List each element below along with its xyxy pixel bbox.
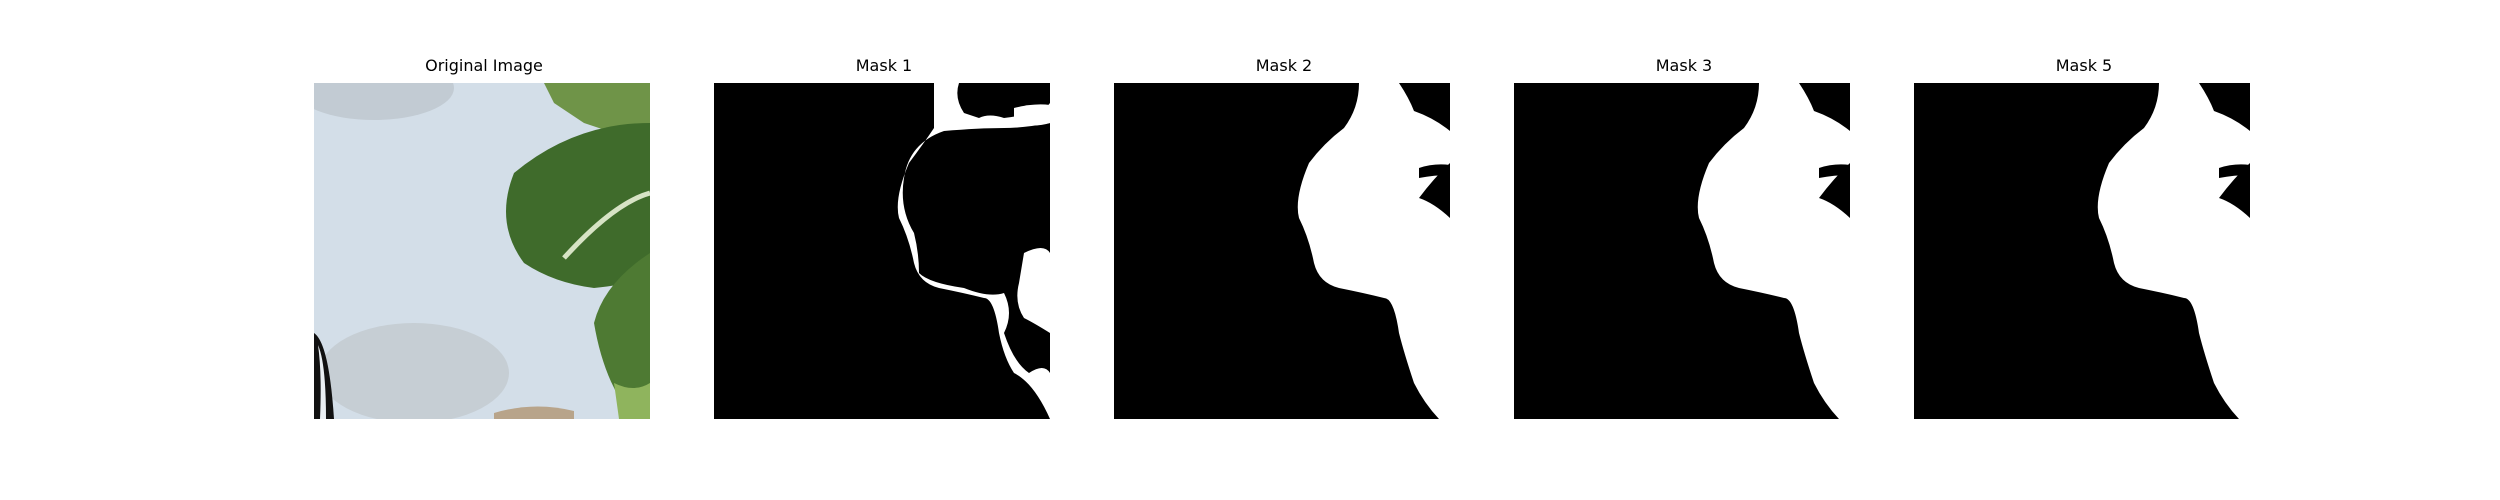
panel-title: Mask 2 xyxy=(1255,56,1313,75)
original-photo xyxy=(314,83,650,419)
mask-2-shape xyxy=(1114,83,1450,419)
mask-image xyxy=(714,83,1050,419)
mask-3-shape xyxy=(1514,83,1850,419)
mask-image xyxy=(1914,83,2250,419)
mask-1-shape xyxy=(714,83,1050,419)
original-image xyxy=(314,83,650,419)
mask-image xyxy=(1514,83,1850,419)
panel-title: Original Image xyxy=(425,56,543,75)
panel-title: Mask 3 xyxy=(1655,56,1713,75)
panel-title: Mask 5 xyxy=(2055,56,2113,75)
panel-title: Mask 1 xyxy=(855,56,913,75)
mask-5-shape xyxy=(1914,83,2250,419)
mask-image xyxy=(1114,83,1450,419)
